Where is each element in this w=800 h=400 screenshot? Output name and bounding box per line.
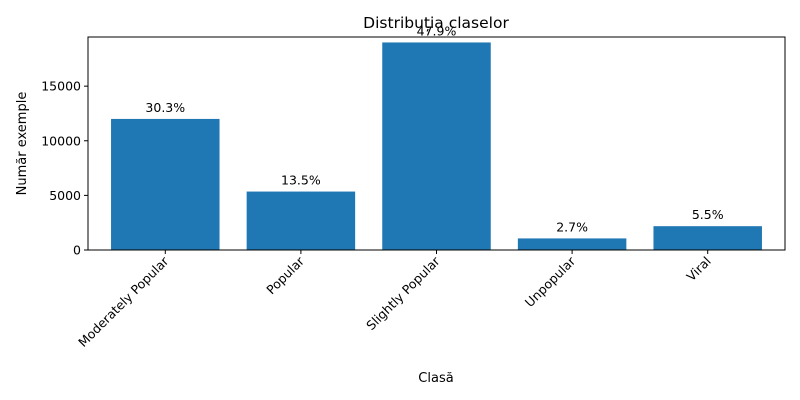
x-tick-label: Viral [683, 254, 713, 284]
y-tick-label: 10000 [41, 133, 81, 148]
x-axis-title: Clasă [418, 371, 453, 386]
plot-frame [87, 36, 786, 251]
x-tick-label: Unpopular [522, 253, 579, 310]
x-axis: Moderately Popular Popular Slightly Popula… [75, 250, 714, 350]
bar-value-label: 47.9% [417, 23, 457, 38]
bars-layer: 30.3% 13.5% 47.9% 2.7% 5.5% [111, 23, 762, 250]
x-tick-label: Slightly Popular [363, 253, 443, 333]
bar-moderately-popular [111, 118, 220, 250]
y-tick-label: 15000 [41, 79, 81, 94]
bar-value-label: 5.5% [692, 207, 724, 222]
bar-value-label: 13.5% [281, 173, 321, 188]
y-axis: 0 5000 10000 15000 [41, 79, 88, 258]
x-tick-label: Popular [263, 253, 307, 297]
bar-value-label: 30.3% [145, 100, 185, 115]
bar-value-label: 2.7% [556, 219, 588, 234]
y-axis-title: Număr exemple [15, 92, 30, 196]
y-tick-label: 0 [73, 243, 81, 258]
bar-popular [246, 191, 356, 250]
bar-unpopular [517, 238, 627, 250]
chart-title: Distribuția claselor [363, 14, 509, 32]
bar-viral [653, 226, 762, 250]
x-tick-label: Moderately Popular [75, 253, 172, 350]
bar-slightly-popular [382, 42, 491, 250]
y-tick-label: 5000 [49, 188, 81, 203]
